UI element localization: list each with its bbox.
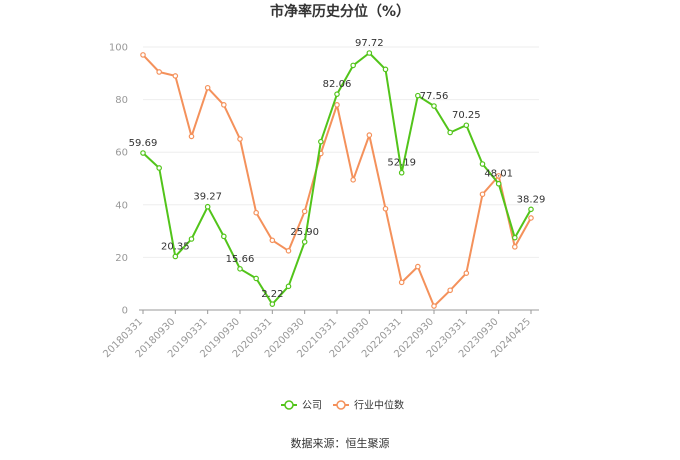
series-1 — [140, 52, 534, 309]
data-point[interactable] — [285, 248, 292, 254]
data-point[interactable] — [204, 203, 211, 210]
data-point[interactable] — [269, 301, 276, 307]
data-point[interactable] — [204, 84, 211, 91]
data-label: 2.22 — [261, 289, 283, 300]
data-point[interactable] — [221, 233, 227, 240]
data-point[interactable] — [382, 66, 389, 73]
series-line — [142, 52, 532, 306]
data-point[interactable] — [253, 209, 259, 216]
data-point[interactable] — [495, 180, 502, 187]
x-axis: 2018033120180930201903312019093020200331… — [101, 309, 539, 360]
data-point[interactable] — [318, 138, 324, 145]
data-point[interactable] — [334, 91, 340, 97]
series-0: 59.69 20.35 39.27 15.66 2.22 25.90 82.06 97.72 5… — [129, 38, 546, 307]
data-label: 70.25 — [452, 110, 481, 121]
data-label: 97.72 — [355, 38, 384, 49]
source-note: 数据来源：恒生聚源 — [291, 436, 390, 450]
data-point[interactable] — [463, 270, 470, 276]
legend-label: 公司 — [302, 401, 322, 412]
data-point[interactable] — [140, 52, 146, 58]
data-point[interactable] — [172, 73, 179, 79]
data-point[interactable] — [269, 237, 276, 244]
legend-item-1[interactable]: 行业中位数 — [333, 399, 404, 412]
data-label: 15.66 — [226, 254, 255, 265]
data-point[interactable] — [431, 303, 437, 309]
data-point[interactable] — [431, 103, 437, 109]
data-point[interactable] — [221, 102, 227, 108]
data-point[interactable] — [366, 50, 373, 56]
y-axis: 0 20 40 60 80 100 — [109, 43, 128, 317]
data-point[interactable] — [334, 102, 340, 108]
data-label: 38.29 — [517, 194, 546, 205]
data-point[interactable] — [172, 253, 179, 260]
data-label: 20.35 — [161, 241, 190, 252]
data-point[interactable] — [528, 215, 534, 221]
data-label: 82.06 — [323, 79, 352, 90]
data-point[interactable] — [495, 173, 502, 179]
data-point[interactable] — [415, 263, 421, 270]
data-point[interactable] — [237, 136, 243, 142]
legend-marker-icon — [336, 400, 346, 410]
data-point[interactable] — [528, 206, 534, 213]
data-point[interactable] — [463, 122, 470, 129]
data-point[interactable] — [237, 266, 243, 272]
data-point[interactable] — [366, 132, 373, 138]
data-label: 48.01 — [484, 169, 513, 180]
data-point[interactable] — [512, 244, 518, 250]
data-label: 59.69 — [129, 138, 158, 149]
data-point[interactable] — [156, 165, 162, 171]
data-point[interactable] — [447, 129, 453, 136]
data-point[interactable] — [301, 239, 308, 245]
chart-title: 市净率历史分位（%） — [270, 3, 410, 20]
data-point[interactable] — [350, 62, 356, 69]
y-tick-label: 60 — [115, 148, 128, 159]
data-point[interactable] — [479, 191, 486, 198]
data-point[interactable] — [188, 236, 195, 242]
data-point[interactable] — [382, 205, 389, 212]
data-point[interactable] — [253, 275, 259, 282]
data-label: 52.19 — [387, 158, 416, 169]
legend-label: 行业中位数 — [354, 399, 404, 412]
y-tick-label: 40 — [115, 200, 128, 211]
data-label: 39.27 — [193, 192, 222, 203]
y-tick-label: 0 — [122, 306, 128, 317]
data-point[interactable] — [447, 287, 453, 294]
data-label: 77.56 — [420, 91, 449, 102]
data-point[interactable] — [156, 69, 162, 75]
data-point[interactable] — [188, 133, 195, 140]
data-point[interactable] — [415, 92, 421, 99]
y-tick-label: 100 — [109, 43, 128, 54]
legend-item-0[interactable]: 公司 — [281, 400, 322, 412]
y-tick-label: 80 — [115, 95, 128, 106]
data-point[interactable] — [512, 234, 518, 241]
y-tick-label: 20 — [115, 253, 128, 264]
data-point[interactable] — [350, 177, 356, 183]
data-point[interactable] — [398, 279, 405, 286]
data-point[interactable] — [140, 150, 146, 156]
series-layer: 59.69 20.35 39.27 15.66 2.22 25.90 82.06 97.72 5… — [129, 38, 546, 309]
data-point[interactable] — [479, 161, 486, 167]
data-point[interactable] — [301, 208, 308, 215]
legend[interactable]: 公司 行业中位数 — [281, 399, 404, 412]
data-point[interactable] — [285, 283, 292, 290]
legend-marker-icon — [284, 400, 294, 410]
data-label: 25.90 — [290, 227, 319, 238]
data-point[interactable] — [398, 169, 405, 176]
